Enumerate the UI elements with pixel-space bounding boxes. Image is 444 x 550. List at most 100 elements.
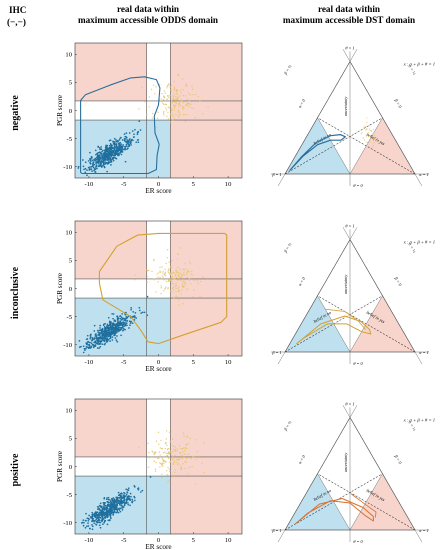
data-point (162, 276, 164, 279)
data-point (182, 280, 184, 282)
data-point (122, 495, 125, 498)
data-point (117, 497, 119, 499)
data-point (113, 328, 116, 331)
data-point (180, 279, 182, 281)
data-point (91, 515, 94, 518)
data-point (130, 144, 132, 146)
data-point (95, 518, 98, 521)
data-point (99, 332, 101, 334)
data-point (129, 322, 132, 324)
data-point (177, 111, 180, 113)
data-point (91, 156, 93, 159)
data-point (148, 451, 150, 454)
data-point (187, 473, 190, 475)
data-point (119, 507, 122, 510)
data-point (133, 486, 136, 488)
data-point (108, 320, 111, 323)
data-point (198, 455, 200, 457)
data-point (91, 339, 94, 341)
data-point (365, 136, 367, 138)
data-point (168, 452, 170, 454)
data-point (93, 330, 96, 332)
data-point (129, 504, 131, 507)
data-point (112, 159, 115, 162)
data-point (159, 454, 161, 456)
data-point (120, 326, 122, 329)
alpha-zero-label: α = 0 (297, 275, 306, 286)
data-point (82, 519, 85, 521)
data-point (179, 272, 181, 275)
data-point (89, 158, 92, 161)
data-point (182, 89, 185, 91)
data-point (84, 161, 87, 164)
data-point (128, 498, 130, 501)
data-point (112, 154, 115, 157)
data-point (177, 287, 179, 290)
data-point (123, 497, 126, 500)
data-point (187, 453, 190, 455)
data-point (99, 526, 102, 529)
data-point (134, 274, 137, 276)
data-point (172, 104, 175, 106)
data-point (131, 498, 133, 501)
data-point (109, 325, 112, 328)
data-point (168, 431, 171, 434)
data-point (90, 165, 93, 168)
data-point (112, 511, 115, 514)
data-point (115, 504, 117, 507)
data-point (180, 468, 183, 470)
data-point (118, 326, 121, 329)
x-tick-label: 10 (225, 181, 232, 188)
data-point (177, 463, 179, 466)
alpha-half-label: α = ½ (408, 242, 418, 254)
data-point (173, 118, 176, 120)
data-point (88, 169, 91, 171)
data-point (159, 270, 161, 272)
data-point (98, 511, 101, 514)
data-point (123, 504, 126, 507)
data-point (175, 114, 177, 116)
data-point (159, 276, 161, 279)
data-point (133, 499, 136, 502)
x-tick-label: -10 (85, 181, 94, 188)
data-point (90, 333, 92, 336)
data-point (95, 523, 97, 526)
y-axis-label: PGR score (56, 95, 64, 126)
data-point (161, 275, 163, 277)
data-point (157, 281, 159, 283)
data-point (175, 282, 177, 285)
data-point (103, 332, 105, 334)
data-point (199, 295, 201, 298)
data-point (162, 460, 165, 462)
data-point (183, 274, 186, 276)
data-point (106, 334, 109, 336)
data-point (168, 479, 171, 482)
data-point (160, 292, 162, 295)
dst-panel-inconclusive: θ = 1 θ = 0 β = 1 α = 1 α = 0 β = 0 β = ½ α = ½… (271, 223, 435, 366)
data-point (194, 93, 197, 96)
data-point (77, 167, 80, 169)
half-line (349, 295, 383, 353)
data-point (177, 275, 180, 278)
data-point (187, 102, 189, 105)
data-point (109, 514, 112, 517)
data-point (172, 113, 174, 115)
data-point (97, 162, 100, 165)
data-point (176, 89, 179, 92)
data-point (120, 507, 123, 509)
data-point (94, 341, 97, 344)
data-point (163, 459, 166, 462)
beta-half-label: β = ½ (282, 63, 292, 76)
data-point (175, 287, 177, 289)
data-point (165, 452, 167, 455)
data-point (101, 517, 104, 520)
theta-zero-label: θ = 0 (353, 361, 363, 366)
data-point (372, 138, 374, 141)
data-point (137, 487, 140, 489)
data-point (88, 341, 91, 344)
data-point (181, 283, 184, 285)
data-point (117, 330, 120, 333)
data-point (99, 324, 102, 327)
data-point (105, 339, 108, 342)
data-point (372, 144, 374, 147)
